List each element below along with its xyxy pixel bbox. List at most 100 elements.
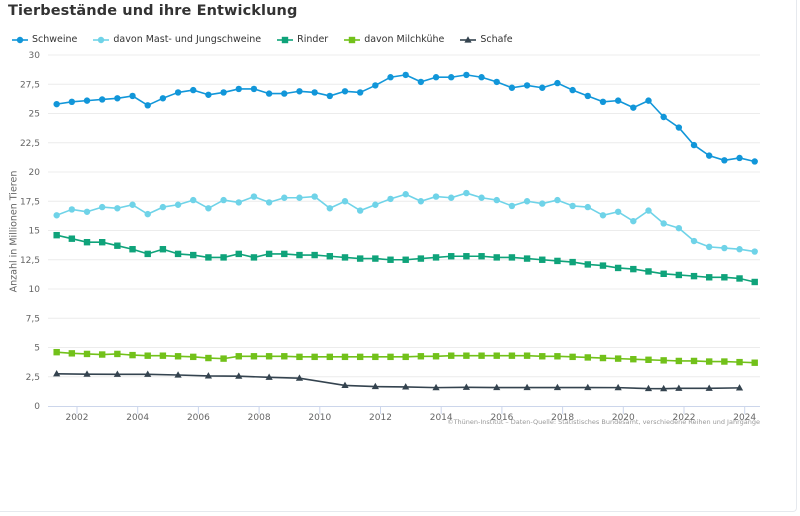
data-point (83, 370, 91, 377)
data-point (645, 207, 652, 214)
data-point (417, 353, 425, 360)
data-point (129, 246, 136, 253)
data-point (326, 253, 334, 260)
data-point (98, 96, 106, 103)
legend-item[interactable]: Rinder (277, 34, 328, 45)
series-schafe (53, 370, 744, 392)
data-point (296, 251, 303, 259)
y-tick-label: 25 (29, 110, 40, 120)
data-point (660, 384, 668, 392)
legend-item[interactable]: davon Mast- und Jungschweine (93, 34, 261, 45)
data-point (113, 370, 121, 377)
data-point (356, 353, 364, 361)
x-tick-label: 2016 (490, 413, 513, 423)
data-point (235, 353, 242, 360)
y-tick-label: 12,5 (20, 256, 40, 266)
y-tick-label: 22,5 (20, 139, 40, 149)
chart-title: Tierbestände und ihre Entwicklung (8, 3, 298, 19)
data-point (584, 203, 591, 211)
data-point (675, 384, 683, 391)
credit-text: ©Thünen-Institut – Daten-Quelle: Statist… (447, 418, 760, 426)
data-point (432, 383, 440, 391)
data-point (736, 154, 743, 162)
data-point (159, 352, 167, 359)
data-point (53, 212, 60, 219)
data-point (721, 157, 728, 164)
series-line (56, 74, 755, 163)
data-point (705, 274, 713, 281)
data-point (190, 196, 197, 204)
data-point (174, 89, 182, 96)
data-point (296, 88, 303, 95)
data-point (569, 202, 576, 210)
data-point (53, 231, 60, 239)
data-point (584, 261, 591, 268)
data-point (402, 191, 409, 198)
data-point (584, 383, 592, 391)
data-point (356, 89, 364, 96)
data-point (372, 82, 379, 89)
data-point (205, 354, 212, 362)
data-point (705, 358, 713, 365)
x-tick-label: 2014 (430, 413, 453, 423)
data-point (523, 82, 531, 89)
data-point (341, 88, 349, 95)
data-point (478, 352, 485, 359)
data-point (402, 256, 409, 263)
data-point (660, 270, 667, 277)
data-point (220, 254, 227, 261)
data-point (235, 199, 242, 206)
data-point (205, 205, 212, 212)
data-point (281, 353, 288, 360)
x-tick-label: 2002 (66, 413, 89, 423)
data-point (569, 353, 576, 361)
data-point (341, 381, 349, 389)
data-point (630, 104, 637, 111)
legend-item[interactable]: Schweine (12, 34, 77, 45)
data-point (265, 90, 273, 97)
data-point (296, 353, 303, 361)
series-line (56, 192, 755, 253)
data-point (523, 383, 531, 391)
data-point (539, 353, 546, 360)
data-point (83, 97, 91, 104)
legend-item[interactable]: Schafe (460, 34, 513, 45)
data-point (265, 373, 273, 380)
data-point (311, 353, 318, 361)
data-point (250, 193, 258, 200)
data-point (705, 243, 713, 251)
legend-symbol-icon (12, 36, 28, 43)
data-point (295, 374, 304, 381)
data-point (493, 254, 500, 261)
legend-label: davon Milchkühe (364, 34, 445, 45)
y-tick-label: 27,5 (20, 80, 40, 90)
legend-item[interactable]: davon Milchkühe (344, 34, 444, 45)
data-point (326, 92, 334, 100)
data-point (448, 74, 455, 81)
data-point (281, 90, 288, 97)
data-point (599, 354, 607, 362)
data-point (417, 78, 425, 86)
data-point (144, 210, 151, 218)
data-point (341, 198, 349, 205)
y-tick-label: 2,5 (26, 373, 40, 383)
grid-lines (48, 54, 760, 378)
data-point (614, 355, 622, 362)
data-point (53, 370, 61, 377)
data-point (751, 278, 758, 286)
data-point (478, 194, 485, 201)
x-tick-label: 2018 (551, 413, 574, 423)
y-axis-ticks: 0 2,5 5 7,5 10 12,5 15 17,5 20 22,5 25 27,5 30 (20, 51, 40, 412)
data-point (660, 357, 667, 364)
data-point (372, 353, 379, 361)
data-point (174, 250, 182, 258)
x-tick-label: 2022 (673, 413, 696, 423)
data-point (645, 97, 652, 104)
data-point (417, 198, 425, 205)
data-point (144, 102, 151, 109)
data-point (630, 356, 637, 363)
data-point (645, 356, 652, 363)
data-point (508, 84, 516, 91)
data-point (129, 92, 136, 100)
data-point (751, 359, 758, 366)
